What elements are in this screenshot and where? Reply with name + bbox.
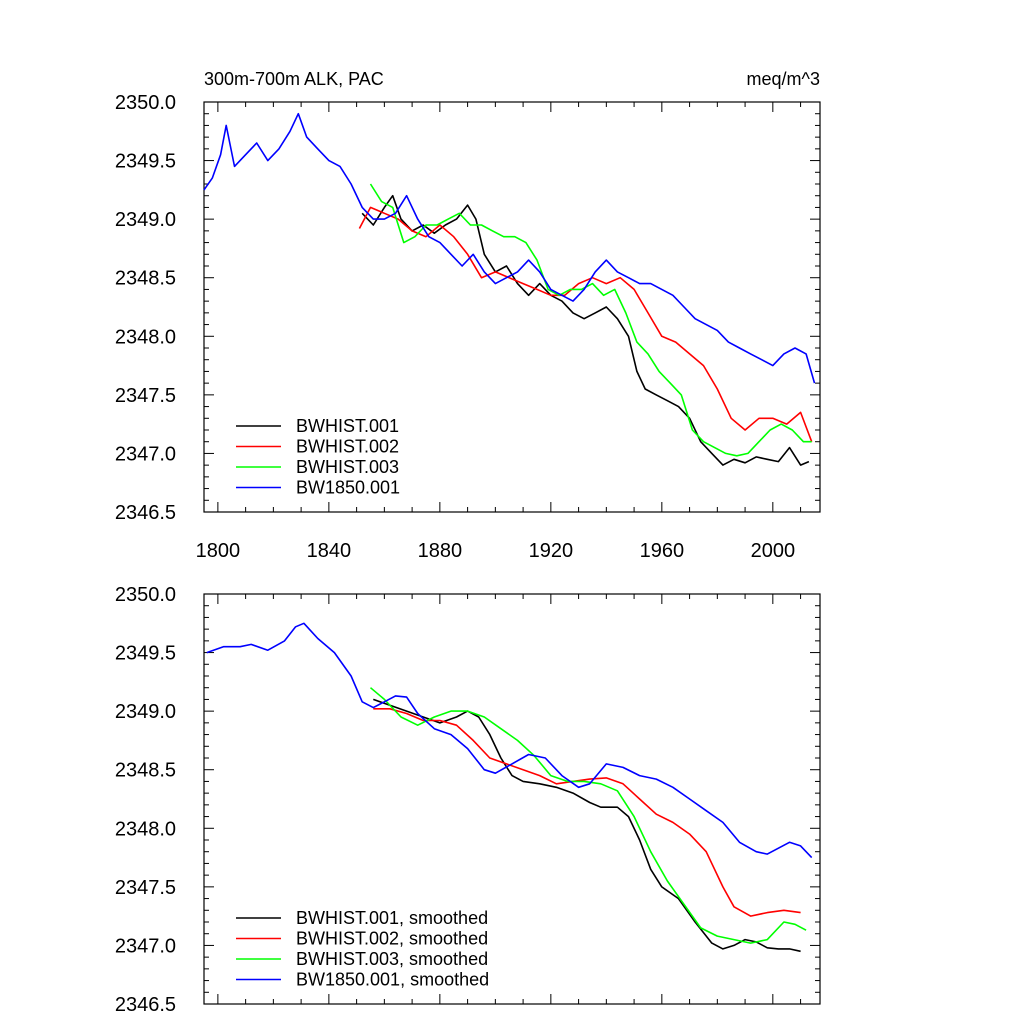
- top-series-line-2: [369, 183, 812, 457]
- top-ytick-label: 2349.5: [115, 151, 176, 173]
- bottom-chart-panel: 2346.5 2347.0 2347.5 2348.0 2348.5 2349.0 2349…: [115, 584, 821, 1016]
- top-legend-label-1: BWHIST.002: [296, 437, 399, 457]
- top-ytick-label: 2347.5: [115, 385, 176, 407]
- top-xtick-label: 2000: [751, 540, 796, 562]
- bottom-ytick-label: 2346.5: [115, 994, 176, 1016]
- top-chart-title-right: meq/m^3: [747, 69, 820, 89]
- bottom-ytick-label: 2347.0: [115, 935, 176, 957]
- top-plot-frame: [203, 101, 821, 513]
- bottom-ytick-label: 2347.5: [115, 877, 176, 899]
- bottom-plot-frame: [203, 593, 821, 1005]
- top-legend-label-3: BW1850.001: [296, 478, 400, 498]
- bottom-ytick-label: 2349.0: [115, 701, 176, 723]
- bottom-ytick-label: 2350.0: [115, 584, 176, 606]
- top-ytick-label: 2348.5: [115, 268, 176, 290]
- top-ytick-label: 2346.5: [115, 502, 176, 524]
- top-xtick-label: 1960: [640, 540, 685, 562]
- top-legend-label-0: BWHIST.001: [296, 416, 399, 436]
- top-ytick-label: 2350.0: [115, 92, 176, 114]
- top-legend-label-2: BWHIST.003: [296, 457, 399, 477]
- bottom-legend-label-0: BWHIST.001, smoothed: [296, 908, 488, 928]
- bottom-series-line-3: [206, 622, 813, 859]
- bottom-series-line-1: [373, 708, 801, 917]
- top-series-line-0: [361, 194, 810, 466]
- bottom-series-line-2: [369, 687, 807, 944]
- bottom-ytick-label: 2349.5: [115, 643, 176, 665]
- top-ytick-label: 2347.0: [115, 443, 176, 465]
- top-xtick-label: 1800: [196, 540, 241, 562]
- bottom-ytick-label: 2348.5: [115, 760, 176, 782]
- top-series-line-3: [203, 112, 816, 384]
- top-series-line-1: [358, 206, 813, 442]
- bottom-legend-label-3: BW1850.001, smoothed: [296, 970, 489, 990]
- top-xtick-label: 1840: [307, 540, 352, 562]
- bottom-legend-label-2: BWHIST.003, smoothed: [296, 949, 488, 969]
- top-ytick-label: 2349.0: [115, 209, 176, 231]
- bottom-ytick-label: 2348.0: [115, 818, 176, 840]
- top-chart-title-left: 300m-700m ALK, PAC: [204, 69, 384, 89]
- top-xtick-label: 1880: [418, 540, 463, 562]
- top-ytick-label: 2348.0: [115, 326, 176, 348]
- top-xtick-label: 1920: [529, 540, 574, 562]
- top-chart-panel: 300m-700m ALK, PAC meq/m^3 2346.5 2347.0 2…: [115, 69, 821, 562]
- bottom-legend-label-1: BWHIST.002, smoothed: [296, 929, 488, 949]
